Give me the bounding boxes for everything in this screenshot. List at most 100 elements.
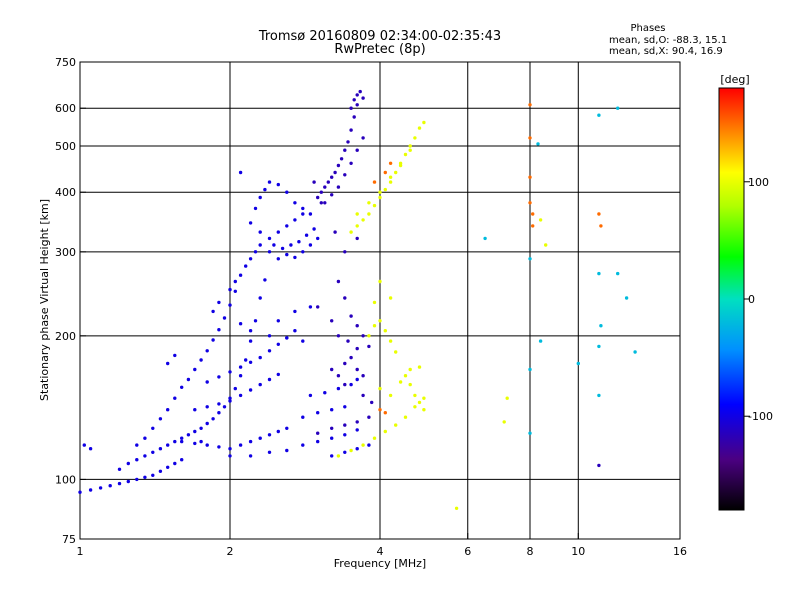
y-tick-label: 300 xyxy=(55,246,76,259)
echo-point xyxy=(633,350,637,354)
echo-point xyxy=(355,324,359,328)
echo-point xyxy=(343,173,347,177)
echo-point xyxy=(330,426,334,430)
echo-point xyxy=(319,190,323,194)
echo-point xyxy=(82,443,87,447)
echo-point xyxy=(233,386,237,391)
echo-point xyxy=(267,180,272,184)
echo-point xyxy=(180,385,184,389)
y-tick-label: 400 xyxy=(55,186,76,199)
echo-point xyxy=(330,193,334,197)
echo-point xyxy=(126,479,130,484)
echo-point xyxy=(248,329,253,333)
echo-point xyxy=(361,393,365,398)
echo-point xyxy=(408,367,412,372)
echo-point xyxy=(367,201,371,205)
echo-point xyxy=(301,206,305,211)
echo-point xyxy=(336,334,341,338)
echo-point xyxy=(248,221,253,225)
echo-point xyxy=(248,339,253,343)
echo-point xyxy=(361,96,365,100)
echo-point xyxy=(193,441,197,446)
echo-point xyxy=(343,361,347,366)
echo-point xyxy=(253,319,258,323)
echo-point xyxy=(417,400,422,405)
echo-point xyxy=(378,408,382,412)
echo-point xyxy=(293,218,297,222)
echo-point xyxy=(316,195,320,200)
echo-point xyxy=(346,339,350,343)
echo-point xyxy=(616,271,620,276)
echo-point xyxy=(276,230,280,234)
echo-point xyxy=(293,329,297,333)
echo-point xyxy=(173,439,177,444)
echo-point xyxy=(186,377,191,382)
echo-point xyxy=(205,380,209,384)
echo-point xyxy=(285,448,289,453)
echo-point xyxy=(413,393,417,398)
echo-point xyxy=(248,360,253,364)
echo-point xyxy=(388,180,393,184)
echo-point xyxy=(355,428,359,432)
echo-point xyxy=(349,230,353,234)
echo-point xyxy=(228,396,232,400)
echo-point xyxy=(258,243,262,247)
echo-point xyxy=(355,346,359,351)
echo-point xyxy=(413,136,417,140)
echo-point xyxy=(238,322,243,326)
echo-point xyxy=(349,382,353,387)
echo-point xyxy=(422,408,426,412)
echo-point xyxy=(135,477,139,482)
echo-point xyxy=(166,465,170,469)
echo-point xyxy=(285,190,289,194)
echo-point xyxy=(528,367,532,372)
echo-point xyxy=(349,161,353,165)
echo-point xyxy=(398,163,403,168)
echo-point xyxy=(361,218,365,222)
x-tick-label: 4 xyxy=(377,545,384,558)
echo-point xyxy=(143,475,147,479)
echo-point xyxy=(228,303,232,307)
echo-point xyxy=(228,454,232,458)
echo-point xyxy=(336,279,341,284)
echo-point xyxy=(355,236,359,241)
echo-point xyxy=(180,458,184,462)
echo-point xyxy=(301,415,305,419)
echo-point xyxy=(355,377,359,382)
echo-point xyxy=(361,443,365,447)
echo-point xyxy=(297,240,301,244)
echo-point xyxy=(323,201,327,205)
echo-point xyxy=(528,103,532,107)
echo-point xyxy=(355,447,359,451)
echo-point xyxy=(199,426,203,430)
echo-point xyxy=(422,396,426,400)
echo-point xyxy=(211,417,215,421)
echo-point xyxy=(394,423,398,427)
echo-point xyxy=(88,488,93,492)
echo-point xyxy=(276,429,280,434)
chart-title: Tromsø 20160809 02:34:00-02:35:43 xyxy=(258,29,501,44)
echo-point xyxy=(323,391,327,395)
echo-point xyxy=(378,195,382,200)
echo-point xyxy=(217,411,221,415)
echo-point xyxy=(199,358,203,362)
echo-point xyxy=(166,443,170,447)
x-tick-label: 6 xyxy=(464,545,471,558)
echo-point xyxy=(576,361,580,366)
echo-point xyxy=(205,421,209,426)
echo-point xyxy=(228,447,232,451)
echo-point xyxy=(528,201,532,205)
echo-point xyxy=(253,250,258,254)
colorbar-label: [deg] xyxy=(720,73,749,86)
echo-point xyxy=(276,182,280,187)
echo-point xyxy=(158,417,163,421)
echo-point xyxy=(367,334,371,338)
echo-point xyxy=(173,396,177,400)
echo-point xyxy=(205,405,209,409)
echo-point xyxy=(301,443,305,447)
echo-point xyxy=(285,252,289,257)
echo-point xyxy=(267,377,272,382)
echo-point xyxy=(308,393,313,398)
echo-point xyxy=(536,142,540,146)
echo-point xyxy=(367,415,371,419)
